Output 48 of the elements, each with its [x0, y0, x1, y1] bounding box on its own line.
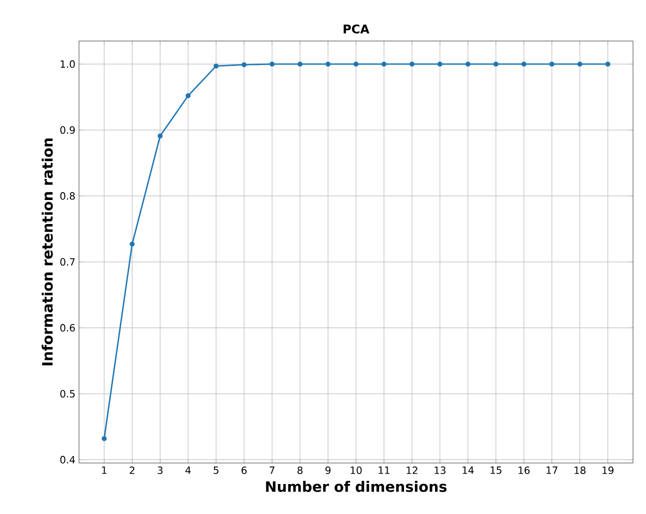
x-tick-label: 17 — [546, 466, 558, 474]
point — [326, 62, 331, 67]
x-tick-label: 8 — [298, 466, 303, 474]
x-tick-label: 11 — [378, 466, 390, 474]
point — [493, 62, 498, 67]
x-tick-label: 2 — [130, 466, 134, 474]
point — [102, 436, 107, 442]
x-tick-label: 4 — [185, 466, 191, 474]
x-tick-label: 19 — [602, 466, 614, 474]
y-tick-label: 1.0 — [60, 60, 75, 68]
point — [270, 62, 275, 67]
x-tick-label: 16 — [518, 466, 530, 474]
x-tick-label: 18 — [574, 466, 586, 474]
y-tick-label: 0.8 — [60, 192, 75, 200]
point — [549, 62, 554, 67]
x-tick-label: 9 — [325, 466, 330, 474]
y-tick-label: 0.9 — [60, 126, 75, 134]
x-tick-label: 15 — [490, 466, 502, 474]
x-tick-label: 7 — [270, 466, 274, 474]
x-tick-label: 12 — [406, 466, 418, 474]
point — [354, 62, 358, 67]
x-tick-label: 3 — [158, 466, 163, 474]
point — [465, 62, 470, 67]
point — [605, 62, 610, 67]
y-tick-label: 0.7 — [60, 258, 75, 266]
point — [214, 64, 219, 69]
x-tick-label: 13 — [434, 466, 446, 474]
x-tick-label: 10 — [350, 466, 362, 474]
y-tick-label: 0.5 — [60, 390, 75, 398]
point — [521, 62, 526, 67]
point — [130, 242, 135, 247]
x-tick-label: 6 — [242, 466, 247, 474]
point — [298, 62, 303, 67]
y-tick-label: 0.4 — [60, 456, 75, 464]
point — [437, 62, 442, 67]
x-tick-label: 5 — [214, 466, 218, 474]
point — [409, 62, 414, 67]
point — [577, 62, 582, 67]
y-axis-title: Information retention ration — [42, 138, 53, 366]
point — [242, 62, 247, 68]
point — [381, 62, 386, 67]
y-tick-label: 0.6 — [60, 324, 75, 332]
chart-title: PCA — [344, 24, 370, 34]
point — [158, 133, 163, 138]
x-axis-title: Number of dimensions — [266, 480, 447, 492]
x-tick-label: 1 — [102, 466, 106, 474]
x-tick-label: 14 — [462, 466, 474, 474]
point — [186, 93, 191, 98]
